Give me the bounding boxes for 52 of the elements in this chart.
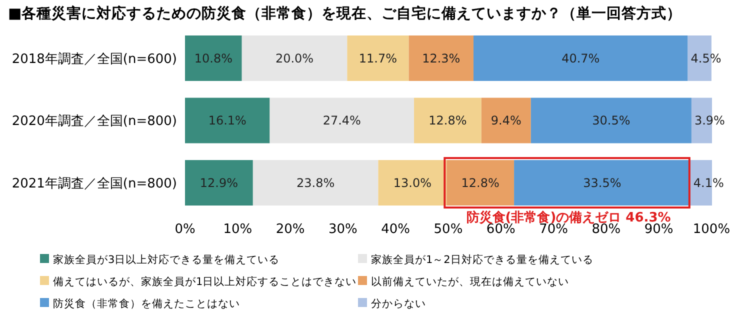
data-label: 33.5% [583,176,622,190]
bar [530,98,692,144]
x-tick-label: 50% [434,222,463,237]
bar [347,35,409,81]
bar [185,160,253,206]
bar [252,160,378,206]
x-tick-label: 10% [223,222,252,237]
legend-label: 防災食（非常食）を備えたことはない [53,297,240,310]
legend-label: 以前備えていたが、現在は備えていない [371,275,569,288]
x-tick-label: 40% [381,222,410,237]
bar [414,98,482,144]
bar [481,98,531,144]
x-tick-label: 60% [486,222,516,237]
bar [242,35,348,81]
bar [185,35,242,81]
bar [270,98,414,144]
bar [474,35,688,81]
x-tick-label: 30% [328,222,358,237]
data-label: 23.8% [296,176,335,190]
data-label: 30.5% [592,114,630,128]
data-label: 9.4% [490,114,522,128]
data-label: 27.4% [322,114,361,128]
x-tick-label: 100% [692,222,730,237]
legend-label: 備えてはいるが、家族全員が1日以上対応することはできない [53,275,357,288]
bar [446,160,514,206]
data-label: 13.0% [393,176,432,190]
x-tick-label: 0% [174,222,196,237]
legend-label: 家族全員が3日以上対応できる量を備えている [53,253,280,266]
data-label: 3.9% [694,114,725,128]
data-label: 16.1% [208,114,246,128]
data-label: 20.0% [275,51,314,66]
data-label: 12.9% [200,176,238,190]
data-label: 11.7% [358,51,398,66]
bar [514,160,690,206]
y-tick-label: 2021年調査／全国(n=800) [12,176,177,192]
data-label: 10.8% [194,51,232,66]
legend-label: 家族全員が1～2日対応できる量を備えている [371,253,594,266]
chart-title: ■各種災害に対応するための防災食（非常食）を現在、ご自宅に備えていますか？（単一回答方式） [8,4,682,22]
bar [408,35,474,81]
x-tick-label: 20% [276,222,305,237]
bar [185,98,270,144]
data-label: 4.1% [693,176,724,190]
bar [378,160,447,206]
legend-label: 分からない [371,298,426,310]
data-label: 12.8% [461,176,500,190]
data-label: 40.7% [562,51,600,66]
y-tick-label: 2018年調査／全国(n=600) [12,52,177,67]
data-label: 4.5% [690,51,722,66]
data-label: 12.3% [422,51,460,66]
y-tick-label: 2020年調査／全国(n=800) [12,114,177,130]
data-label: 12.8% [428,114,467,128]
x-tick-label: 90% [644,222,674,237]
